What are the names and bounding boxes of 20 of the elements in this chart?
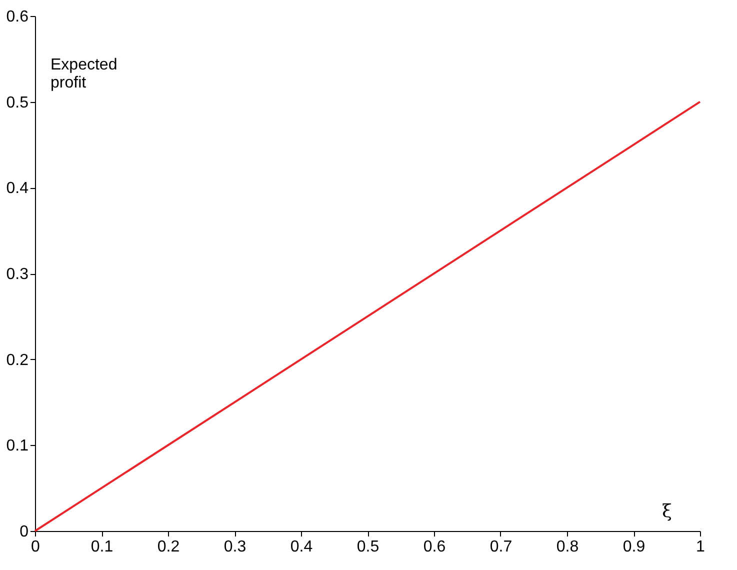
x-tick-label: 0.7 (490, 538, 512, 556)
y-tick-label: 0 (20, 524, 29, 540)
x-tick-label: 0.6 (423, 538, 446, 556)
y-tick-label: 0.6 (6, 8, 29, 26)
y-tick-label: 0.3 (6, 266, 29, 283)
x-tick-label: 0.1 (90, 538, 114, 556)
x-tick-label: 0.5 (356, 538, 380, 556)
y-tick-label: 0.2 (6, 352, 29, 369)
x-tick-label: 1 (696, 538, 706, 556)
x-axis-title: ξ (662, 501, 672, 522)
y-tick-label: 0.4 (6, 180, 29, 198)
x-tick-label: 0.9 (622, 538, 646, 556)
x-tick-label: 0.4 (290, 538, 313, 556)
x-tick-label: 0.2 (157, 538, 180, 556)
x-tick-label: 0.8 (556, 538, 579, 556)
y-tick-label: 0.5 (6, 94, 29, 112)
x-tick-label: 0 (31, 538, 40, 556)
y-tick-label: 0.1 (6, 438, 29, 455)
x-tick-label: 0.3 (224, 538, 246, 556)
y-axis-title: Expected profit (50, 56, 118, 92)
